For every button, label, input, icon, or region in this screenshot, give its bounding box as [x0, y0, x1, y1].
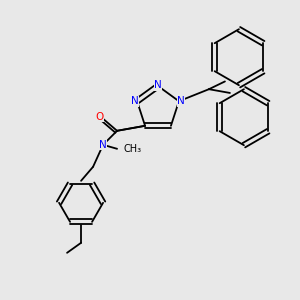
Text: O: O [95, 112, 103, 122]
Text: N: N [99, 140, 107, 150]
Text: N: N [131, 96, 139, 106]
Text: CH₃: CH₃ [123, 144, 141, 154]
Text: N: N [154, 80, 162, 90]
Text: N: N [177, 96, 185, 106]
